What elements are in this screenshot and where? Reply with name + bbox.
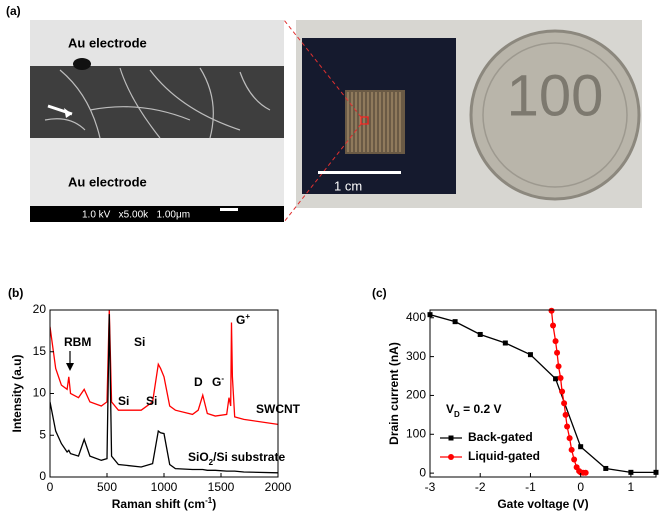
x-axis-label-suffix: ) bbox=[212, 497, 216, 511]
sem-label: Au electrode bbox=[68, 35, 147, 50]
x-tick-label: 1000 bbox=[151, 480, 178, 494]
annotation: G+ bbox=[236, 312, 250, 328]
annotation: Si bbox=[134, 335, 145, 349]
annotation-suffix: = 0.2 V bbox=[460, 402, 502, 416]
marker bbox=[559, 388, 566, 395]
coin-label: 100 bbox=[507, 63, 604, 128]
y-axis-label: Drain current (nA) bbox=[387, 342, 401, 445]
y-tick-label: 5 bbox=[39, 427, 46, 441]
marker bbox=[571, 456, 578, 463]
panel-label: (b) bbox=[8, 286, 23, 300]
legend-marker bbox=[448, 454, 454, 460]
annotation-main: Si bbox=[118, 394, 129, 408]
x-tick-label: 0 bbox=[577, 480, 584, 494]
series-line bbox=[430, 314, 656, 473]
marker bbox=[527, 352, 533, 358]
annotation-main: D bbox=[194, 375, 203, 389]
x-tick-label: -3 bbox=[425, 480, 436, 494]
y-tick-label: 0 bbox=[39, 469, 46, 483]
annotation: SWCNT bbox=[256, 402, 301, 416]
marker bbox=[452, 319, 458, 325]
x-axis-label-sup: -1 bbox=[205, 496, 213, 505]
marker bbox=[628, 469, 634, 475]
marker bbox=[566, 435, 573, 442]
annotation-sub: 2 bbox=[209, 458, 214, 467]
legend-label: Back-gated bbox=[468, 430, 533, 444]
marker bbox=[552, 338, 559, 345]
y-tick-label: 400 bbox=[406, 310, 426, 324]
marker bbox=[548, 307, 555, 314]
marker bbox=[553, 376, 559, 382]
annotation: RBM bbox=[64, 335, 91, 349]
annotation-main: G bbox=[212, 375, 221, 389]
photo: 1 cm 100 bbox=[283, 19, 642, 223]
annotation-main: Si bbox=[134, 335, 145, 349]
marker bbox=[557, 374, 564, 381]
y-tick-label: 15 bbox=[33, 344, 47, 358]
x-axis-label: Gate voltage (V) bbox=[497, 497, 588, 511]
y-tick-label: 10 bbox=[33, 386, 47, 400]
y-axis-label: Intensity (a.u) bbox=[10, 354, 24, 432]
scale-label: 1 cm bbox=[334, 178, 362, 193]
marker bbox=[550, 322, 557, 329]
plot-frame bbox=[429, 309, 657, 478]
marker bbox=[502, 340, 508, 346]
panel-label: (c) bbox=[372, 286, 387, 300]
x-tick-label: 2000 bbox=[265, 480, 292, 494]
annotation-main: G bbox=[236, 313, 245, 327]
sem-label: Au electrode bbox=[68, 174, 147, 189]
x-axis-label-main: Gate voltage (V) bbox=[497, 497, 588, 511]
x-tick-label: 0 bbox=[47, 480, 54, 494]
y-tick-label: 100 bbox=[406, 426, 426, 440]
marker bbox=[603, 465, 609, 471]
annotation: Si bbox=[146, 394, 157, 408]
y-tick-label: 20 bbox=[33, 302, 47, 316]
annotation-main: Si bbox=[146, 394, 157, 408]
y-tick-label: 300 bbox=[406, 349, 426, 363]
annotation: Si bbox=[118, 394, 129, 408]
arrow-head bbox=[66, 363, 74, 371]
annotation: VD = 0.2 V bbox=[446, 402, 502, 418]
annotation-main: SiO bbox=[188, 450, 209, 464]
annotation: D bbox=[194, 375, 203, 389]
marker bbox=[582, 469, 589, 476]
y-tick-label: 200 bbox=[406, 388, 426, 402]
series-line bbox=[50, 309, 278, 426]
x-tick-label: 1 bbox=[628, 480, 635, 494]
annotation-main: V bbox=[446, 402, 454, 416]
x-tick-label: 1500 bbox=[208, 480, 235, 494]
legend-marker bbox=[448, 435, 454, 441]
marker bbox=[564, 423, 571, 430]
annotation-sup: - bbox=[221, 374, 224, 383]
annotation-sup: + bbox=[245, 312, 250, 321]
x-axis-label-main: Raman shift (cm bbox=[112, 497, 205, 511]
annotation-sub: D bbox=[454, 410, 460, 419]
annotation-main: SWCNT bbox=[256, 402, 301, 416]
marker bbox=[568, 446, 575, 453]
marker bbox=[555, 363, 562, 370]
marker bbox=[578, 444, 584, 450]
x-tick-label: -1 bbox=[525, 480, 536, 494]
y-tick-label: 0 bbox=[419, 465, 426, 479]
annotation-main: RBM bbox=[64, 335, 91, 349]
annotation: G- bbox=[212, 374, 224, 390]
series-line bbox=[50, 314, 278, 474]
marker bbox=[561, 400, 568, 407]
legend-label: Liquid-gated bbox=[468, 449, 540, 463]
sem-info: 1.0 kV x5.00k 1.00μm bbox=[82, 210, 190, 221]
x-tick-label: 500 bbox=[97, 480, 117, 494]
sem-image: Au electrode Au electrode 1.0 kV x5.00k … bbox=[30, 20, 284, 222]
x-tick-label: -2 bbox=[475, 480, 486, 494]
annotation: SiO2/Si substrate bbox=[188, 450, 285, 466]
annotation-suffix: /Si substrate bbox=[213, 450, 285, 464]
marker bbox=[562, 411, 569, 418]
marker bbox=[554, 349, 561, 356]
x-axis-label: Raman shift (cm-1) bbox=[112, 496, 216, 512]
marker bbox=[477, 331, 483, 337]
panel-label: (a) bbox=[6, 4, 21, 18]
